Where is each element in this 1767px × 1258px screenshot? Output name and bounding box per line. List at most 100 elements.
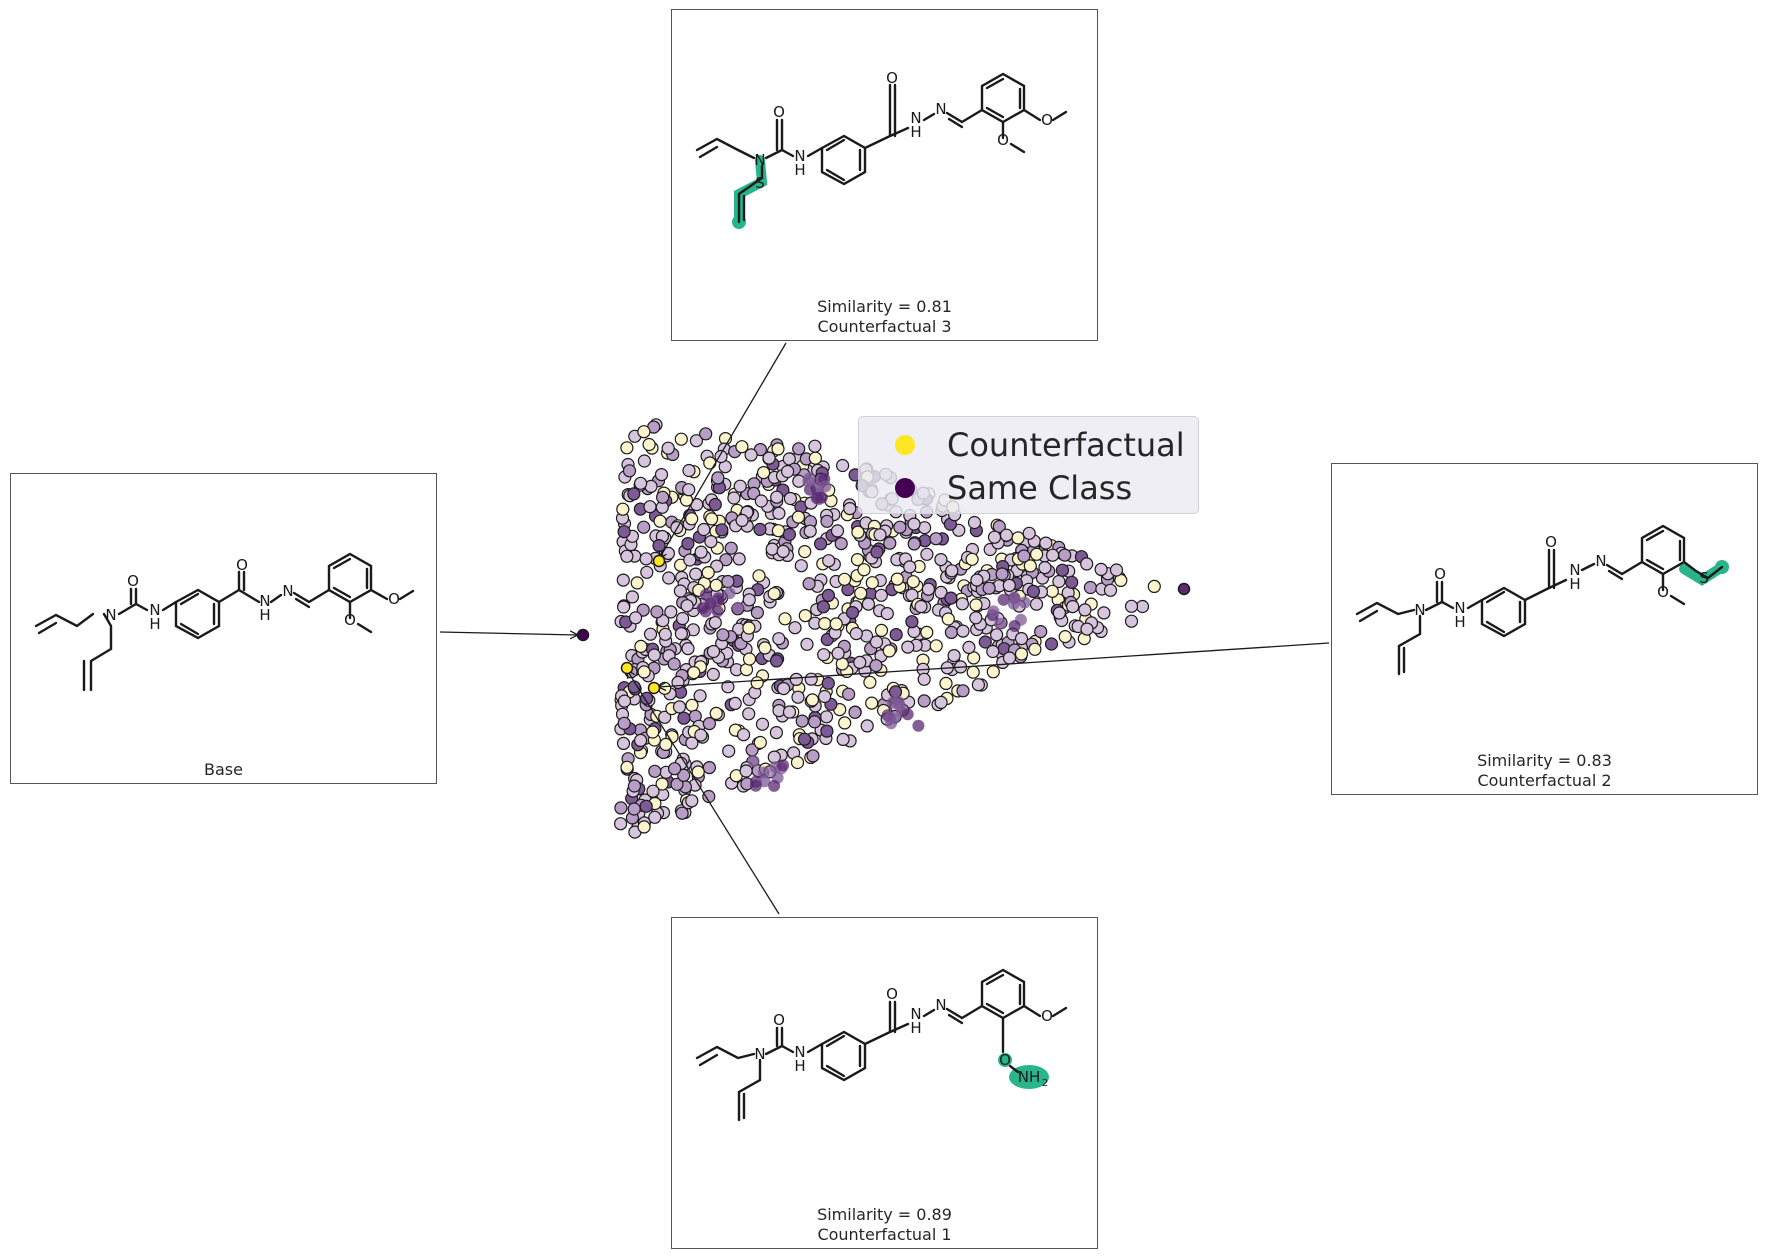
svg-text:N: N (794, 147, 805, 165)
counterfactual-1-point (620, 661, 634, 675)
scatter-point (637, 820, 651, 834)
scatter-point (616, 600, 631, 614)
scatter-point (739, 764, 753, 778)
svg-text:O: O (127, 572, 139, 590)
svg-text:O: O (1545, 533, 1557, 551)
scatter-point (941, 612, 955, 626)
scatter-point (658, 627, 672, 641)
scatter-point (997, 593, 1010, 606)
scatter-point (750, 676, 764, 690)
scatter-point (701, 565, 715, 580)
scatter-point (1029, 597, 1044, 611)
counterfactual-3-point (652, 554, 666, 568)
counterfactual-1-molecule-structure: N O N H N H N O O O NH 2 (695, 968, 1068, 1122)
scatter-point (689, 567, 703, 581)
scatter-point (869, 635, 884, 649)
counterfactual-3-caption: Counterfactual 3 (817, 317, 952, 336)
counterfactual-3-similarity: Similarity = 0.81 (817, 297, 952, 316)
scatter-point (995, 567, 1009, 581)
scatter-point (742, 652, 757, 666)
scatter-point (907, 537, 921, 551)
scatter-point (987, 605, 1000, 618)
scatter-point (861, 597, 876, 611)
scatter-point (905, 615, 919, 629)
scatter-point (819, 710, 834, 724)
counterfactual-2-molecule-structure: N O N H N H N O S O (1355, 524, 1729, 676)
scatter-point (798, 608, 812, 623)
scatter-point (614, 801, 628, 815)
scatter-point (920, 625, 934, 640)
scatter-point (1007, 597, 1020, 610)
svg-text:O: O (236, 556, 248, 574)
scatter-point (755, 717, 770, 731)
scatter-point (735, 440, 749, 454)
scatter-point (989, 628, 1004, 642)
scatter-point (1078, 603, 1092, 617)
scatter-point (1039, 536, 1053, 550)
point-cloud (613, 418, 1161, 839)
scatter-point (771, 442, 785, 456)
scatter-point (986, 644, 1000, 659)
scatter-point (767, 750, 781, 764)
scatter-point (681, 536, 695, 551)
scatter-point (616, 573, 630, 587)
scatter-point (1014, 631, 1029, 646)
scatter-point (772, 506, 786, 520)
scatter-point (634, 639, 648, 654)
scatter-point (762, 451, 776, 465)
scatter-point (627, 487, 641, 501)
scatter-point (613, 817, 628, 831)
scatter-point (736, 728, 751, 742)
scatter-point (620, 549, 634, 563)
scatter-point (625, 590, 640, 604)
scatter-point (788, 621, 802, 635)
svg-text:O: O (1657, 583, 1669, 601)
scatter-point (794, 559, 808, 573)
counterfactual-1-similarity: Similarity = 0.89 (817, 1205, 952, 1224)
scatter-point (795, 714, 809, 728)
scatter-point (708, 497, 722, 512)
scatter-point (970, 573, 984, 587)
scatter-point (637, 454, 652, 468)
scatter-point (994, 617, 1007, 630)
scatter-point (1065, 575, 1079, 589)
scatter-point (934, 695, 948, 710)
scatter-point (903, 560, 917, 574)
svg-text:H: H (1569, 575, 1580, 593)
scatter-point (648, 764, 662, 778)
scatter-point (689, 434, 704, 448)
scatter-point (633, 476, 648, 490)
scatter-point (929, 639, 943, 653)
scatter-point (1014, 647, 1029, 661)
scatter-point (617, 525, 631, 539)
scatter-point (677, 768, 691, 782)
scatter-point (646, 784, 660, 798)
svg-text:O: O (773, 103, 785, 121)
scatter-point (639, 552, 653, 566)
scatter-point (675, 611, 690, 626)
scatter-point (1017, 549, 1031, 563)
scatter-point (702, 760, 717, 775)
scatter-point (863, 675, 877, 689)
far-right-point (1177, 582, 1191, 596)
counterfactual-2-panel: N O N H N H N O S O Similarity = 0.83 Co… (1331, 463, 1758, 795)
counterfactual-2-point (647, 681, 661, 695)
scatter-point (620, 760, 634, 774)
scatter-point (848, 705, 862, 719)
scatter-point (659, 737, 673, 752)
scatter-point (1124, 614, 1139, 628)
scatter-point (967, 515, 982, 530)
svg-text:2: 2 (1042, 1078, 1048, 1089)
scatter-point (709, 578, 723, 592)
scatter-point (650, 605, 664, 619)
svg-text:H: H (910, 123, 921, 141)
legend-marker-same-class (895, 478, 915, 498)
scatter-point (792, 442, 806, 456)
scatter-point (1109, 563, 1124, 577)
scatter-point (702, 716, 717, 731)
scatter-point (1083, 580, 1098, 595)
scatter-point (687, 665, 701, 680)
svg-text:N: N (149, 601, 160, 619)
scatter-point (674, 627, 689, 641)
scatter-point (917, 694, 931, 708)
